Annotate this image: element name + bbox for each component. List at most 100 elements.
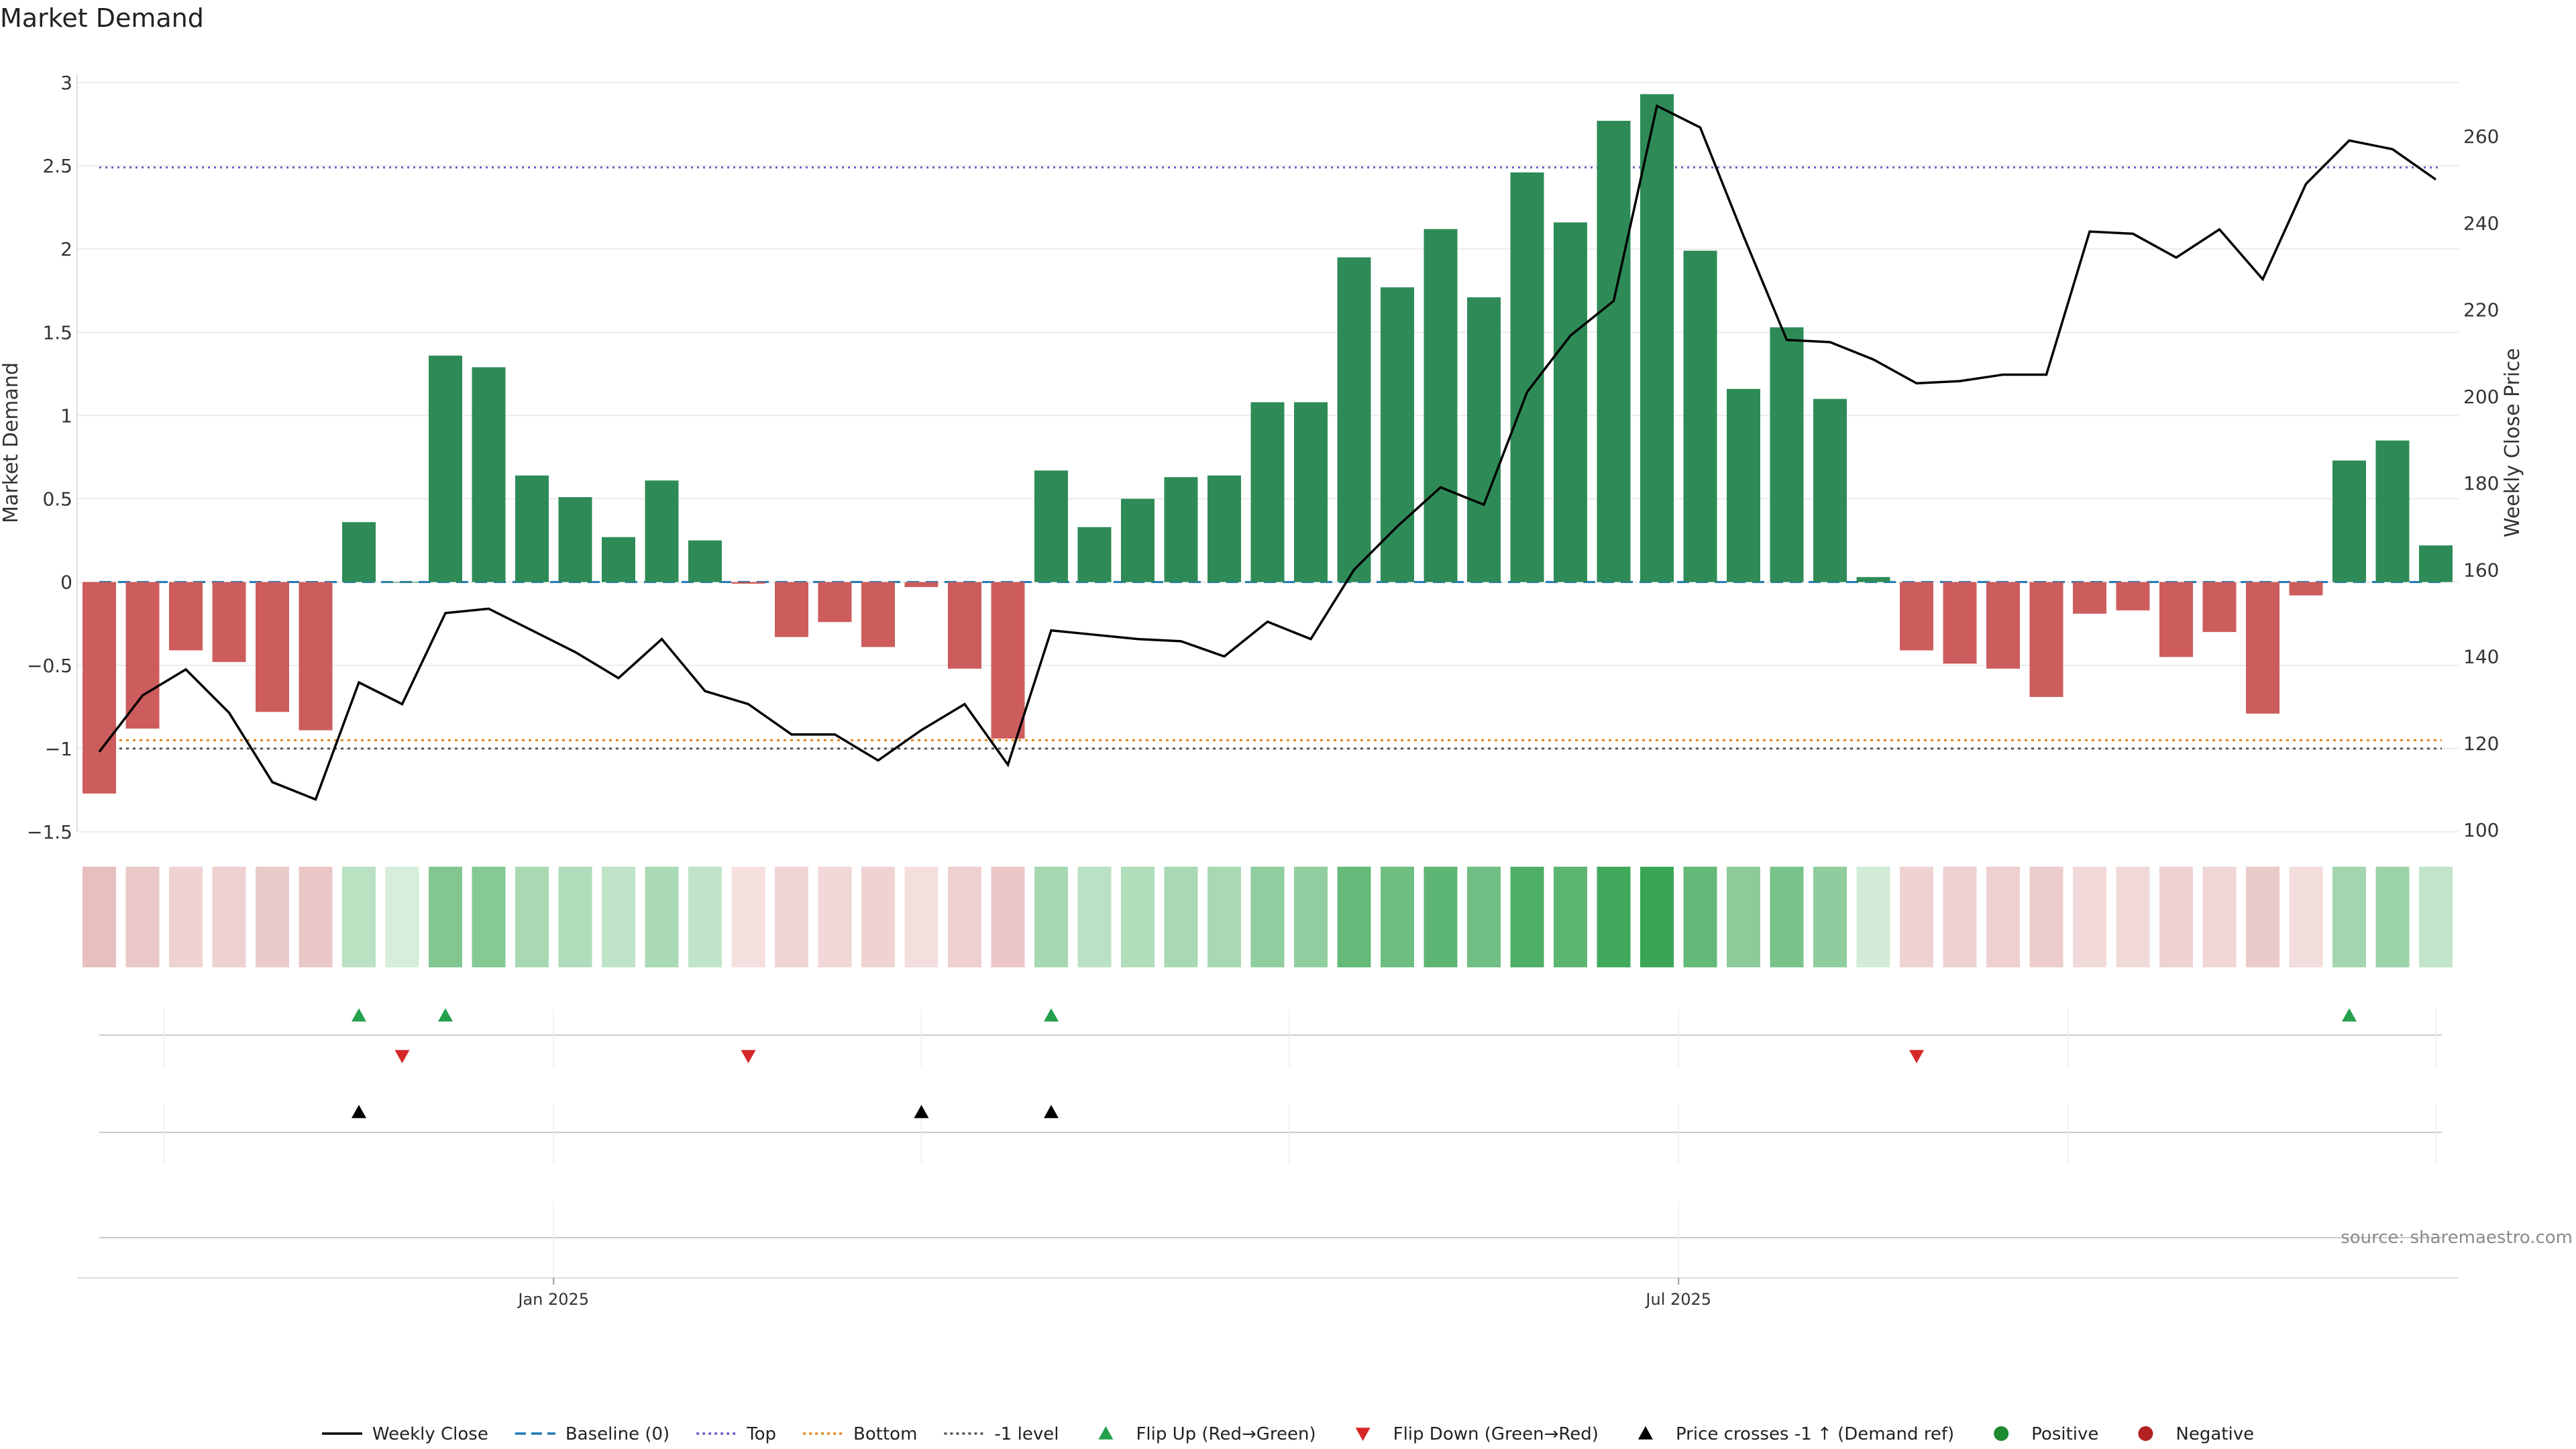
legend-label: Negative — [2176, 1424, 2254, 1444]
legend-item: Weekly Close — [321, 1424, 488, 1444]
y2-tick-label: 120 — [2463, 733, 2499, 755]
y2-tick-label: 200 — [2463, 386, 2499, 408]
demand-bar — [472, 367, 506, 582]
demand-bar — [602, 537, 635, 582]
heat-strip-cell — [991, 867, 1025, 967]
demand-bar — [2202, 582, 2237, 633]
heat-strip-cell — [731, 867, 765, 967]
legend-item: Negative — [2138, 1424, 2254, 1444]
heat-strip-cell — [83, 867, 116, 967]
heat-strip-cell — [299, 867, 333, 967]
heat-strip-cell — [472, 867, 506, 967]
demand-bar — [429, 356, 462, 582]
price-cross-marker — [1044, 1105, 1059, 1118]
legend-label: -1 level — [994, 1424, 1059, 1444]
heat-strip-cell — [1597, 867, 1631, 967]
flip-down-marker — [394, 1050, 410, 1063]
legend-item: Flip Up (Red→Green) — [1098, 1424, 1316, 1444]
legend-label: Price crosses -1 ↑ (Demand ref) — [1676, 1424, 1954, 1444]
demand-bar — [645, 480, 679, 582]
y2-tick-label: 140 — [2463, 646, 2499, 668]
chart-legend: Weekly Close Baseline (0) Top Bottom -1 leve… — [321, 1424, 2254, 1444]
legend-swatch — [1638, 1426, 1653, 1440]
y2-tick-label: 160 — [2463, 559, 2499, 581]
demand-bar — [731, 582, 765, 584]
heat-strip-cell — [1034, 867, 1068, 967]
demand-bar — [688, 540, 722, 582]
heat-strip-cell — [1727, 867, 1760, 967]
heat-strip-cell — [1077, 867, 1112, 967]
demand-bar — [212, 582, 246, 662]
y-tick-label: −0.5 — [27, 655, 72, 677]
right-axis-ticks: 260 240 220 200 180 160 140 120 100 — [2463, 125, 2499, 841]
heat-strip-cell — [558, 867, 592, 967]
demand-bar — [904, 582, 938, 588]
demand-bar — [2375, 440, 2410, 582]
demand-bar — [775, 582, 808, 637]
demand-bar — [1813, 398, 1847, 582]
legend-swatch-marker — [1638, 1426, 1653, 1440]
legend-swatch-marker — [2138, 1426, 2153, 1441]
demand-bar — [2419, 545, 2453, 582]
demand-bar — [558, 497, 592, 582]
heat-strip-cell — [1683, 867, 1717, 967]
price-cross-marker — [352, 1105, 366, 1118]
demand-bar — [1294, 402, 1328, 582]
demand-bar — [1250, 402, 1285, 582]
demand-bar — [256, 582, 289, 712]
heat-strip-cell — [645, 867, 679, 967]
left-axis-label: Market Demand — [0, 362, 23, 523]
demand-bar — [1554, 222, 1587, 582]
heat-strip-cell — [2246, 867, 2279, 967]
heat-strip-cell — [342, 867, 376, 967]
heat-strip-cell — [1121, 867, 1155, 967]
legend-swatch-marker — [1994, 1426, 2009, 1441]
demand-bar — [1727, 388, 1760, 582]
heat-strip-cell — [256, 867, 289, 967]
heat-strip-cell — [2116, 867, 2150, 967]
reference-lines — [99, 166, 2442, 750]
heat-strip-cell — [1164, 867, 1198, 967]
legend-item: Baseline (0) — [515, 1424, 669, 1444]
legend-swatch — [1994, 1426, 2009, 1441]
y-tick-label: −1.5 — [27, 821, 72, 843]
heat-strip-cell — [169, 867, 203, 967]
x-tick-label: Jul 2025 — [1644, 1290, 1711, 1309]
demand-bar — [1467, 297, 1501, 582]
x-tick-label: Jan 2025 — [517, 1290, 589, 1309]
heat-strip-cell — [2073, 867, 2106, 967]
demand-bar — [1164, 477, 1198, 582]
demand-bar — [342, 522, 376, 582]
flip-down-markers — [394, 1050, 1924, 1063]
y2-tick-label: 220 — [2463, 299, 2499, 321]
flip-up-markers — [352, 1008, 2357, 1022]
legend-label: Weekly Close — [372, 1424, 488, 1444]
y-tick-label: 1.5 — [42, 321, 72, 343]
demand-bar — [1424, 229, 1458, 582]
legend-swatch — [1098, 1426, 1114, 1440]
right-axis-label: Weekly Close Price — [2501, 348, 2524, 537]
heat-strip-cell — [515, 867, 549, 967]
demand-bar — [2246, 582, 2279, 714]
heat-strip-cell — [1424, 867, 1458, 967]
heat-strip-cell — [212, 867, 246, 967]
heat-strip-cell — [1250, 867, 1285, 967]
heat-strip-cell — [1381, 867, 1414, 967]
legend-item: Bottom — [803, 1424, 917, 1444]
heat-strip-cell — [904, 867, 938, 967]
demand-bar — [1683, 250, 1717, 582]
y-tick-label: 2.5 — [42, 155, 72, 177]
demand-bar — [1640, 94, 1674, 582]
y-tick-label: 1 — [60, 405, 72, 427]
demand-bar — [818, 582, 852, 623]
demand-bar — [861, 582, 895, 647]
flip-down-marker — [1909, 1050, 1924, 1063]
heat-strip-cell — [2332, 867, 2366, 967]
y-tick-label: 0.5 — [42, 488, 72, 511]
heat-strip-cell — [688, 867, 722, 967]
legend-item: Positive — [1994, 1424, 2098, 1444]
heat-strip-cell — [1813, 867, 1847, 967]
demand-bar — [1381, 287, 1414, 582]
heat-strip-cell — [1640, 867, 1674, 967]
